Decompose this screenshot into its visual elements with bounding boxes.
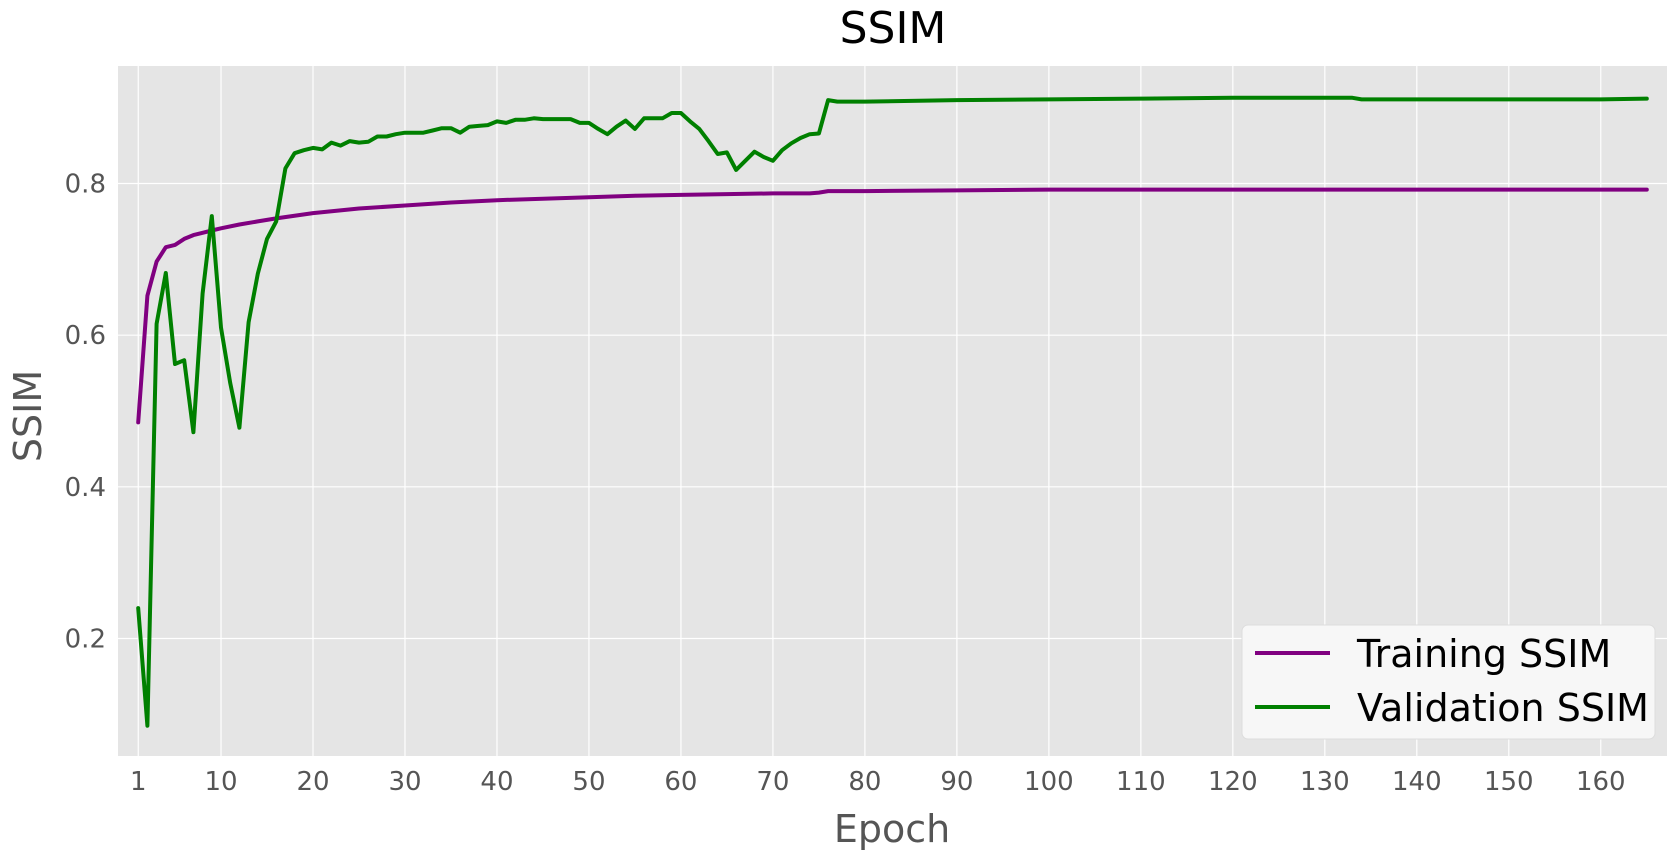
y-axis-title: SSIM <box>6 370 50 462</box>
chart-title: SSIM <box>840 3 947 54</box>
legend: Training SSIM Validation SSIM <box>1241 624 1656 740</box>
y-tick-label: 0.2 <box>65 624 106 654</box>
legend-box <box>1241 624 1656 740</box>
legend-label-training: Training SSIM <box>1356 632 1611 676</box>
y-tick-labels: 0.2 0.4 0.6 0.8 <box>65 170 106 655</box>
x-tick-label: 20 <box>296 767 329 797</box>
x-tick-label: 110 <box>1116 767 1166 797</box>
x-tick-label: 90 <box>940 767 973 797</box>
x-axis-title: Epoch <box>834 807 950 851</box>
x-tick-label: 70 <box>756 767 789 797</box>
x-tick-label: 80 <box>848 767 881 797</box>
x-tick-label: 10 <box>204 767 237 797</box>
x-tick-labels: 1 10 20 30 40 50 60 70 80 90 100 110 120 130 140 150 160 <box>130 767 1626 797</box>
x-tick-label: 50 <box>572 767 605 797</box>
y-tick-label: 0.6 <box>65 321 106 351</box>
training-ssim-line <box>136 187 1649 425</box>
x-tick-label: 140 <box>1392 767 1442 797</box>
y-tick-label: 0.4 <box>65 473 106 503</box>
grid-lines <box>118 66 1667 756</box>
validation-ssim-line <box>136 95 1649 728</box>
x-tick-label: 40 <box>480 767 513 797</box>
x-tick-label: 120 <box>1208 767 1258 797</box>
series-lines <box>136 95 1649 728</box>
x-tick-label: 160 <box>1576 767 1626 797</box>
x-tick-label: 150 <box>1484 767 1534 797</box>
x-tick-label: 30 <box>388 767 421 797</box>
x-tick-label: 1 <box>130 767 147 797</box>
legend-label-validation: Validation SSIM <box>1357 686 1649 730</box>
x-tick-label: 100 <box>1024 767 1074 797</box>
y-tick-label: 0.8 <box>65 170 106 200</box>
x-tick-label: 60 <box>664 767 697 797</box>
x-tick-label: 130 <box>1300 767 1350 797</box>
